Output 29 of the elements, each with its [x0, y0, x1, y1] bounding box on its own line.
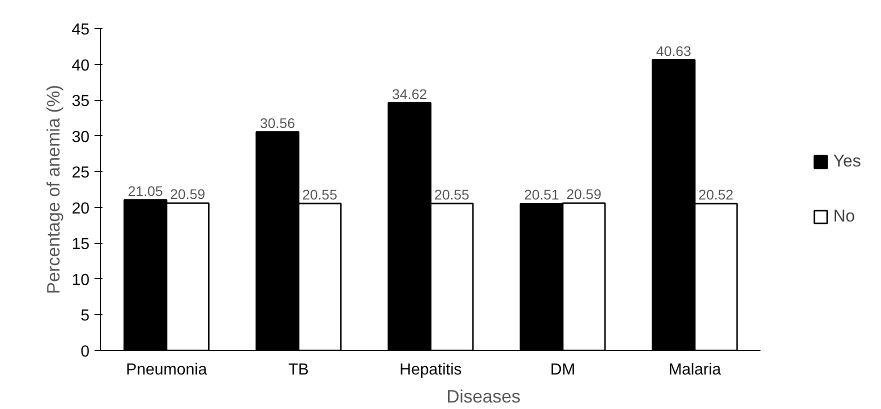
data-label: 34.62	[392, 86, 428, 102]
legend-label: Yes	[833, 152, 861, 172]
data-label: 40.63	[656, 42, 692, 59]
y-axis-title: Percentage of anemia (%)	[44, 84, 64, 294]
y-tick-label: 40	[72, 57, 90, 74]
x-tick-label: Pneumonia	[126, 362, 208, 378]
y-tick-label: 0	[80, 344, 90, 360]
data-label: 20.59	[170, 186, 206, 202]
x-tick-label: TB	[288, 362, 309, 378]
y-tick-label: 25	[72, 164, 90, 182]
data-label: 20.51	[524, 186, 560, 203]
y-tick-label: 10	[72, 272, 90, 289]
x-axis-title: Diseases	[446, 386, 521, 406]
legend-label: No	[833, 206, 855, 226]
data-label: 20.55	[302, 186, 338, 202]
y-tick-label: 5	[80, 308, 90, 325]
y-tick-label: 20	[72, 200, 90, 218]
y-tick-label: 15	[72, 236, 90, 254]
x-tick-label: Malaria	[668, 362, 722, 378]
x-tick-label: Hepatitis	[400, 362, 462, 378]
y-tick-label: 45	[72, 22, 90, 38]
x-tick-label: DM	[550, 362, 576, 378]
data-label: 21.05	[128, 182, 164, 199]
data-label: 20.55	[434, 186, 470, 202]
y-tick-label: 30	[72, 128, 90, 146]
data-label: 20.59	[566, 186, 602, 202]
data-label: 20.52	[698, 186, 734, 203]
data-label: 30.56	[260, 114, 296, 131]
y-tick-label: 35	[72, 93, 90, 110]
